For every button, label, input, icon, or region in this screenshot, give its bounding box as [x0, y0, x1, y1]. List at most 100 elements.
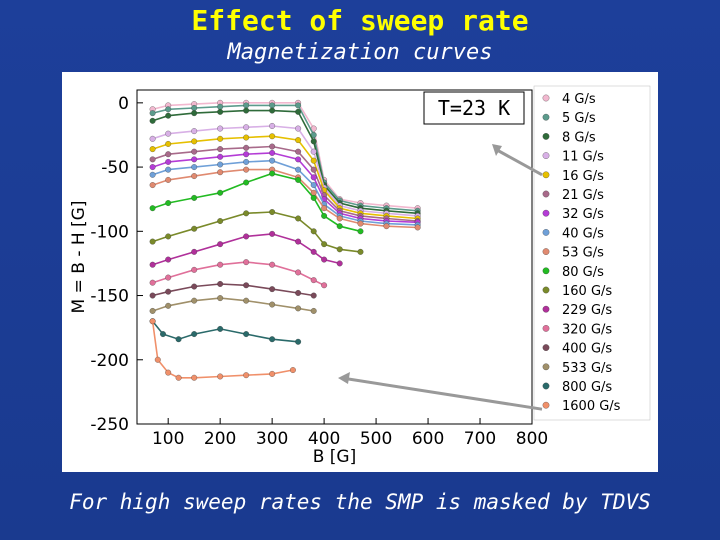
data-point — [310, 308, 317, 314]
data-point — [269, 370, 276, 377]
data-point — [289, 367, 296, 373]
data-point — [243, 124, 250, 131]
legend-label: 5 G/s — [562, 111, 596, 126]
data-point — [243, 102, 250, 109]
data-point — [295, 148, 302, 155]
data-point — [321, 205, 328, 212]
data-point — [165, 158, 172, 165]
legend-marker — [542, 248, 550, 255]
data-point — [149, 156, 156, 163]
legend-marker — [542, 171, 550, 179]
data-point — [310, 228, 317, 235]
data-point — [191, 164, 198, 171]
data-point — [310, 292, 317, 299]
data-point — [336, 215, 343, 222]
data-point — [243, 179, 250, 186]
data-point — [165, 274, 172, 281]
data-point — [321, 241, 328, 248]
data-point — [336, 260, 343, 267]
data-point — [191, 156, 198, 163]
y-tick-label: -150 — [90, 287, 129, 307]
data-point — [269, 157, 276, 164]
data-point — [149, 182, 156, 189]
annotation-text: T=23 K — [438, 96, 510, 120]
data-point — [191, 331, 198, 338]
data-point — [243, 134, 250, 141]
data-point — [191, 374, 198, 381]
data-point — [165, 302, 172, 309]
data-point — [165, 176, 172, 183]
legend-box — [533, 85, 651, 421]
data-point — [191, 138, 198, 145]
legend-marker — [542, 325, 550, 332]
legend-label: 53 G/s — [562, 246, 604, 261]
data-point — [269, 301, 276, 308]
data-point — [165, 200, 172, 206]
legend-label: 4 G/s — [562, 92, 596, 107]
data-point — [295, 176, 302, 183]
data-point — [165, 369, 172, 376]
y-axis-label: M = B - H [G] — [69, 201, 89, 314]
data-point — [191, 105, 198, 111]
series-9 — [149, 170, 364, 235]
slide-subtitle: Magnetization curves — [227, 40, 493, 65]
y-tick-label: -50 — [101, 158, 129, 178]
plot-frame — [136, 89, 533, 425]
data-point — [165, 166, 172, 173]
data-point — [149, 110, 156, 117]
data-point — [217, 146, 224, 153]
data-point — [217, 161, 224, 168]
data-point — [217, 373, 224, 380]
series-10 — [149, 209, 364, 255]
data-point — [191, 194, 198, 201]
data-point — [191, 173, 198, 180]
data-point — [165, 106, 172, 113]
data-point — [295, 108, 302, 115]
data-point — [243, 107, 250, 114]
y-tick-label: -200 — [90, 351, 129, 371]
y-tick-label: -100 — [90, 222, 129, 242]
data-point — [149, 205, 156, 212]
data-point — [295, 102, 302, 109]
data-point — [321, 212, 328, 219]
data-point — [243, 282, 250, 289]
legend-marker — [542, 94, 550, 102]
data-point — [269, 123, 276, 129]
x-tick-label: 200 — [204, 429, 236, 449]
legend-marker — [542, 305, 550, 313]
annotation-box — [423, 91, 525, 125]
data-point — [310, 194, 317, 201]
data-point — [217, 189, 224, 196]
arrow-head — [492, 144, 502, 156]
data-point — [217, 125, 224, 132]
data-point — [269, 143, 276, 150]
legend-marker — [542, 363, 550, 371]
data-point — [217, 325, 224, 332]
data-point — [310, 277, 317, 284]
legend-marker — [542, 229, 550, 236]
data-point — [336, 223, 343, 230]
y-tick-label: 0 — [118, 94, 129, 114]
data-point — [295, 305, 302, 312]
legend-marker — [542, 401, 550, 409]
data-point — [149, 135, 156, 142]
series-12 — [149, 259, 328, 289]
data-point — [217, 261, 224, 268]
data-point — [191, 110, 198, 117]
data-point — [191, 297, 198, 304]
arrow-head — [338, 372, 350, 384]
magnetization-chart: 0 -50 -100 -150 -200 -250 100 200 300 400 500 600 70… — [62, 72, 658, 472]
legend-marker — [542, 382, 550, 390]
data-point — [295, 338, 302, 345]
data-point — [295, 269, 302, 276]
legend-label: 80 G/s — [562, 265, 604, 280]
legend-label: 229 G/s — [562, 303, 612, 318]
legend-marker — [542, 113, 550, 121]
legend-marker — [542, 286, 550, 294]
data-point — [310, 157, 317, 164]
data-point — [217, 135, 224, 142]
data-point — [165, 151, 172, 158]
data-point — [191, 248, 198, 255]
data-point — [175, 336, 182, 343]
x-tick-label: 300 — [256, 429, 288, 449]
